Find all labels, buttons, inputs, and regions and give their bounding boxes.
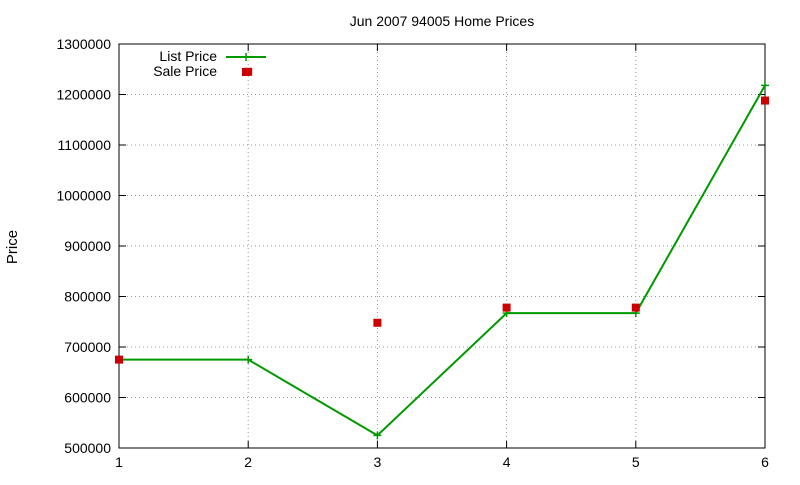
y-tick-label: 500000 [64, 440, 111, 456]
legend-marker-sale-price [242, 68, 250, 76]
grid [119, 44, 765, 448]
y-axis-label: Price [4, 230, 21, 264]
y-tick-label: 900000 [64, 238, 111, 254]
legend-marker-list-price [242, 53, 250, 61]
y-tick-label: 1100000 [58, 137, 112, 153]
y-tick-label: 1000000 [56, 188, 111, 204]
sale-price-point [761, 96, 769, 105]
sale-price-point [631, 303, 640, 312]
x-tick-label: 5 [632, 454, 640, 470]
y-tick-label: 1300000 [56, 36, 111, 52]
axis-ticks: 500000 600000 700000 800000 900000 1000000 110… [56, 36, 769, 470]
y-tick-label: 1200000 [56, 87, 111, 103]
y-tick-label: 600000 [64, 390, 111, 406]
list-price-point [244, 355, 253, 364]
x-tick-label: 1 [115, 454, 123, 470]
sale-price-point [373, 318, 382, 327]
legend-label-sale-price: Sale Price [153, 63, 217, 79]
y-tick-label: 800000 [64, 289, 111, 305]
list-price-line [119, 84, 766, 437]
list-price-point [373, 431, 382, 440]
legend-label-list-price: List Price [159, 48, 217, 64]
x-tick-label: 4 [503, 454, 511, 470]
x-tick-label: 3 [374, 454, 382, 470]
legend: List Price Sale Price [153, 48, 266, 79]
y-tick-label: 700000 [64, 339, 111, 355]
chart-title: Jun 2007 94005 Home Prices [350, 13, 534, 29]
sale-price-point [502, 303, 511, 312]
x-tick-label: 6 [761, 454, 769, 470]
x-tick-label: 2 [244, 454, 252, 470]
series [115, 67, 769, 440]
list-price-point [761, 81, 769, 90]
sale-price-point [115, 355, 123, 364]
